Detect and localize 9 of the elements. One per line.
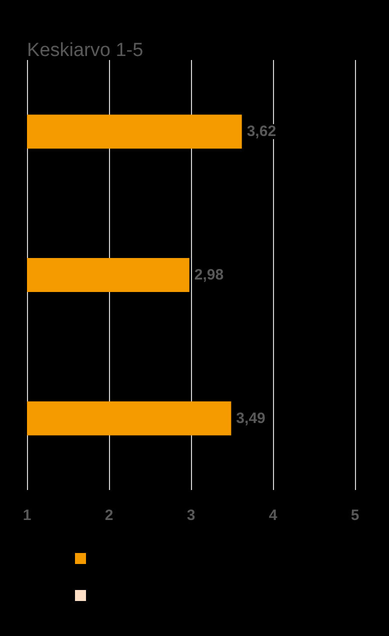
data-label: 2,98: [194, 266, 224, 284]
data-label: 3,49: [236, 410, 266, 427]
chart-title: Keskiarvo 1-5: [27, 40, 144, 61]
x-tick-label: 3: [186, 507, 196, 524]
x-tick-label: 5: [350, 507, 360, 524]
x-tick-label: 2: [104, 507, 114, 524]
x-tick-label: 1: [22, 507, 32, 524]
data-label: 3,62: [246, 123, 276, 140]
x-tick-label: 4: [268, 507, 278, 524]
